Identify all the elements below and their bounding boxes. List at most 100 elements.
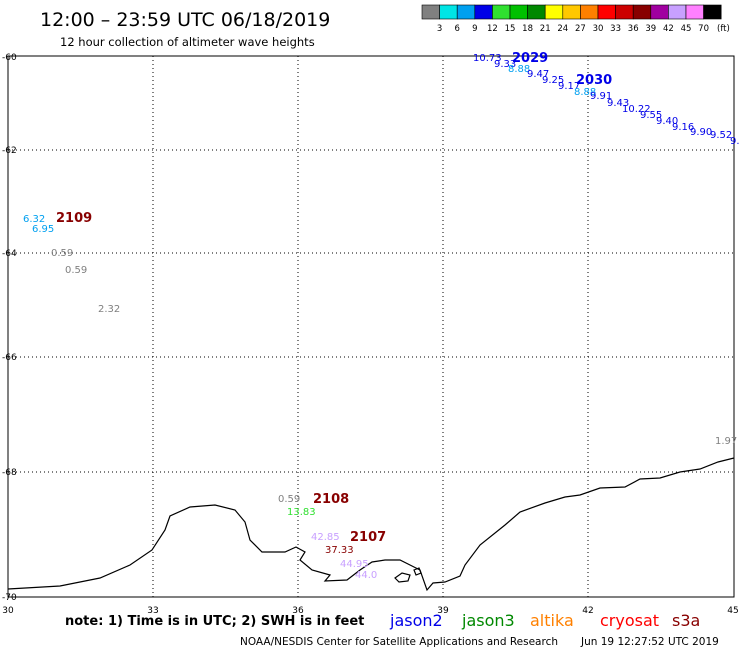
colorbar-label: 24 xyxy=(557,24,568,34)
plot-frame xyxy=(7,55,735,598)
colorbar-label: 18 xyxy=(522,24,533,34)
footer-note: note: 1) Time is in UTC; 2) SWH is in fe… xyxy=(65,614,364,629)
coastline-islet xyxy=(413,567,422,576)
y-tick-label: -64 xyxy=(2,249,17,259)
coastline-island xyxy=(394,572,411,583)
wave-height-reading: 10.73 xyxy=(473,53,502,64)
colorbar-label: 12 xyxy=(487,24,498,34)
satellite-jason2: jason2 xyxy=(389,611,443,630)
pass-time-label: 2108 xyxy=(313,492,349,507)
colorbar-label: 3 xyxy=(437,24,442,34)
colorbar-swatch xyxy=(615,4,634,20)
colorbar-label: 21 xyxy=(540,24,551,34)
wave-height-reading: 0.59 xyxy=(65,265,87,276)
y-tick-label: -62 xyxy=(2,146,17,156)
colorbar-swatch xyxy=(439,4,458,20)
y-tick-label: -70 xyxy=(2,593,17,603)
colorbar-label: 45 xyxy=(681,24,692,34)
satellite-s3a: s3a xyxy=(672,611,700,630)
colorbar-swatch xyxy=(456,4,476,20)
wave-height-reading: 0.59 xyxy=(278,494,300,505)
colorbar-swatch xyxy=(703,4,722,20)
wave-height-reading: 9.25 xyxy=(542,75,564,86)
x-tick-label: 33 xyxy=(147,606,158,616)
satellite-jason3: jason3 xyxy=(461,611,515,630)
colorbar-label: 30 xyxy=(593,24,604,34)
wave-height-reading: 9.47 xyxy=(527,69,549,80)
colorbar-swatch xyxy=(509,4,528,20)
y-axis-ticks: -60 -62 -64 -66 -68 -70 xyxy=(2,53,17,603)
colorbar-swatch xyxy=(597,4,616,20)
plot-area: 10.739.338.889.479.259.178.889.919.4310.… xyxy=(7,51,740,598)
wave-height-reading: 9.16 xyxy=(672,122,694,133)
colorbar-swatch xyxy=(632,4,652,20)
colorbar-swatch xyxy=(562,4,581,20)
wave-height-reading: 9.33 xyxy=(494,59,516,70)
colorbar-swatch xyxy=(474,4,493,20)
colorbar-label: 6 xyxy=(454,24,459,34)
grid-lines xyxy=(8,56,734,597)
colorbar-swatch xyxy=(492,4,511,20)
wave-height-reading: 6.95 xyxy=(32,224,54,235)
x-tick-label: 30 xyxy=(2,606,14,616)
wave-height-reading: 9.91 xyxy=(590,91,612,102)
colorbar-label: 9 xyxy=(472,24,477,34)
colorbar-label: 33 xyxy=(610,24,621,34)
colorbar-label: 15 xyxy=(505,24,516,34)
x-tick-label: 39 xyxy=(437,606,449,616)
colorbar-swatch xyxy=(421,4,440,20)
wave-height-reading: 2.32 xyxy=(98,304,120,315)
x-axis-ticks: 30 33 36 39 42 45 xyxy=(2,606,738,616)
footer-credit: NOAA/NESDIS Center for Satellite Applica… xyxy=(240,636,558,648)
wave-height-reading: 9.17 xyxy=(558,81,580,92)
colorbar-label: 39 xyxy=(645,24,656,34)
wave-height-reading: 10.22 xyxy=(622,104,651,115)
colorbar-swatch xyxy=(668,4,687,20)
map-title: 12:00 – 23:59 UTC 06/18/2019 xyxy=(40,9,330,31)
wave-height-reading: 9.40 xyxy=(656,116,678,127)
colorbar-label: 70 xyxy=(698,24,709,34)
wave-height-reading: 8.88 xyxy=(574,87,596,98)
wave-height-reading: 37.33 xyxy=(325,545,354,556)
wave-height-reading: 9.52 xyxy=(710,130,732,141)
wave-height-reading: 9. xyxy=(730,136,740,147)
wave-height-readings: 10.739.338.889.479.259.178.889.919.4310.… xyxy=(23,53,740,581)
colorbar-label: 36 xyxy=(628,24,639,34)
colorbar-swatch xyxy=(544,4,564,20)
pass-time-label: 2030 xyxy=(576,73,612,88)
x-tick-label: 42 xyxy=(582,606,593,616)
wave-height-reading: 9.55 xyxy=(640,110,662,121)
wave-height-reading: 13.83 xyxy=(287,507,316,518)
y-tick-label: -60 xyxy=(2,53,17,63)
satellite-altika: altika xyxy=(530,611,574,630)
colorbar-label: 27 xyxy=(575,24,586,34)
colorbar-swatch xyxy=(650,4,669,20)
wave-height-reading: 1.97 xyxy=(715,436,737,447)
colorbar-unit: (ft) xyxy=(717,24,730,34)
wave-height-reading: 0.59 xyxy=(51,248,73,259)
footer-timestamp: Jun 19 12:27:52 UTC 2019 xyxy=(580,636,719,648)
pass-time-label: 2109 xyxy=(56,211,92,226)
wave-height-reading: 9.43 xyxy=(607,98,629,109)
colorbar-legend: 3 6 9 12 15 18 21 24 27 30 33 36 39 42 45 70 (ft) xyxy=(421,4,730,34)
x-tick-label: 45 xyxy=(727,606,738,616)
y-tick-label: -68 xyxy=(2,468,17,478)
wave-height-reading: 6.32 xyxy=(23,214,45,225)
colorbar-swatch xyxy=(685,4,704,20)
pass-time-labels: 2029 2030 2109 2108 2107 xyxy=(56,51,612,545)
satellite-legend: jason2 jason3 altika cryosat s3a xyxy=(389,611,700,630)
x-tick-label: 36 xyxy=(292,606,304,616)
wave-height-reading: 44.95 xyxy=(340,559,369,570)
wave-height-reading: 44.0 xyxy=(355,570,377,581)
pass-time-label: 2029 xyxy=(512,51,548,66)
wave-height-reading: 42.85 xyxy=(311,532,340,543)
antarctic-coastline xyxy=(7,457,735,592)
wave-height-reading: 9.90 xyxy=(690,127,712,138)
colorbar-swatch xyxy=(527,4,546,20)
y-tick-label: -66 xyxy=(2,353,17,363)
pass-time-label: 2107 xyxy=(350,530,386,545)
satellite-cryosat: cryosat xyxy=(600,611,659,630)
colorbar-swatch xyxy=(580,4,599,20)
wave-height-reading: 8.88 xyxy=(508,64,530,75)
